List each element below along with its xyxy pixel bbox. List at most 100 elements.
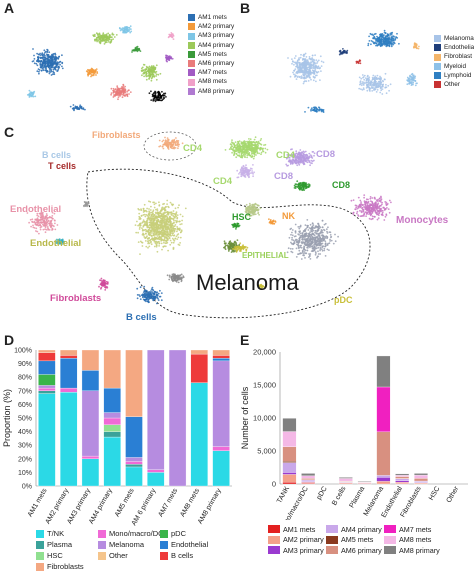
e-category-label: TANK [276, 485, 291, 505]
legend-label: Plasma [47, 540, 72, 549]
legend-label: AM5 mets [341, 535, 373, 544]
legend-a-item-am1-mets: AM1 mets [188, 13, 234, 22]
e-bar-am8-primary [377, 356, 391, 387]
legend-swatch [326, 546, 338, 554]
legend-e-item-am7-mets: AM7 mets [384, 525, 442, 534]
e-bar-am8-mets [414, 475, 428, 478]
legend-e-item-am1-mets: AM1 mets [268, 525, 326, 534]
d-bar-fibroblasts [38, 350, 55, 353]
d-bar-t-nk [82, 459, 99, 486]
e-bar-am8-primary [283, 418, 297, 431]
d-category-label: AM5 mets [114, 487, 136, 518]
legend-swatch [188, 23, 195, 30]
cluster-nk [268, 218, 277, 225]
legend-swatch [326, 536, 338, 544]
d-ytick-label: 10% [18, 470, 32, 477]
d-bar-mono-macro-dc [104, 418, 121, 425]
legend-d-item-pdc: pDC [160, 529, 222, 538]
legend-swatch [188, 51, 195, 58]
e-bar-am8-mets [339, 478, 353, 481]
e-bar-am3-primary [283, 472, 297, 474]
tsne-label-t-cells: T cells [48, 161, 76, 171]
d-bar-plasma [104, 432, 121, 437]
e-category-label: pDC [316, 486, 329, 502]
legend-d-row: Fibroblasts [36, 561, 222, 572]
legend-swatch [98, 552, 106, 560]
e-bar-am6-primary [395, 477, 409, 479]
cluster-fibroblasts-b [98, 278, 109, 291]
d-bar-fibroblasts [82, 350, 99, 370]
e-bar-am8-primary [414, 473, 428, 475]
e-bar-am3-primary [395, 481, 409, 482]
legend-swatch [268, 546, 280, 554]
legend-label: pDC [171, 529, 186, 538]
legend-d-item-endothelial: Endothelial [160, 540, 222, 549]
legend-label: Lymphoid [444, 71, 471, 80]
e-bar-am8-mets [301, 476, 315, 479]
cluster-am5 [131, 46, 141, 53]
d-bar-mono-macro-dc [213, 447, 230, 451]
tsne-label-cd4: CD4 [213, 176, 232, 187]
d-ytick-label: 50% [18, 416, 32, 423]
legend-a-item-am8-primary: AM8 primary [188, 87, 234, 96]
legend-a-item-am4-primary: AM4 primary [188, 41, 234, 50]
d-bar-mono-macro-dc [60, 388, 77, 392]
legend-b-item-other: Other [434, 80, 474, 89]
e-bar-am4-primary [283, 463, 297, 473]
d-bar-pdc [38, 374, 55, 385]
legend-a-item-am8-mets: AM8 mets [188, 77, 234, 86]
legend-swatch [36, 541, 44, 549]
tsne-label-nk: NK [282, 211, 295, 221]
e-bar-am4-primary [301, 480, 315, 482]
e-bar-am8-primary [339, 477, 353, 478]
e-bar-am8-primary [358, 481, 372, 482]
d-ytick-label: 40% [18, 429, 32, 436]
d-category-label: AM8 primary [197, 487, 223, 525]
d-bar-melanoma [38, 385, 55, 388]
e-bar-am7-mets [377, 387, 391, 432]
cluster-am6 [110, 84, 132, 100]
legend-swatch [188, 14, 195, 21]
d-ytick-label: 100% [14, 348, 32, 355]
legend-b-item-fibroblast: Fibroblast [434, 52, 474, 61]
cluster-am8p [168, 32, 175, 40]
e-bar-am8-primary [301, 473, 315, 475]
e-bar-am3-primary [377, 477, 391, 481]
legend-label: AM8 mets [198, 77, 227, 86]
cluster-endothelial [339, 48, 348, 55]
legend-swatch [384, 536, 396, 544]
legend-e-item-am2-primary: AM2 primary [268, 535, 326, 544]
legend-e-item-am4-primary: AM4 primary [326, 525, 384, 534]
d-category-label: AM 6 primary [131, 487, 158, 527]
cluster-cd4 [225, 136, 269, 159]
legend-label: AM4 primary [198, 41, 234, 50]
legend-label: AM1 mets [198, 13, 227, 22]
cluster-myeloid [406, 73, 418, 86]
tsne-label-cd8: CD8 [332, 180, 350, 190]
legend-swatch [434, 63, 441, 70]
legend-label: Melanoma [444, 34, 474, 43]
legend-label: Other [444, 80, 460, 89]
e-ytick-label: 20,000 [253, 348, 276, 357]
legend-label: AM2 primary [198, 22, 234, 31]
legend-swatch [268, 525, 280, 533]
d-bar-fibroblasts [126, 350, 143, 417]
legend-label: AM3 primary [198, 31, 234, 40]
d-bar-endothelial [126, 417, 143, 458]
d-bar-b-cells [191, 354, 208, 383]
d-bar-melanoma [147, 350, 164, 470]
d-bar-fibroblasts [213, 350, 230, 355]
cluster-monocytes [351, 194, 392, 221]
d-bar-melanoma [213, 361, 230, 447]
legend-swatch [188, 60, 195, 67]
e-bar-am8-primary [395, 474, 409, 475]
legend-label: HSC [47, 551, 63, 560]
d-bar-t-nk [60, 392, 77, 486]
tsne-label-monocytes: Monocytes [396, 215, 448, 226]
